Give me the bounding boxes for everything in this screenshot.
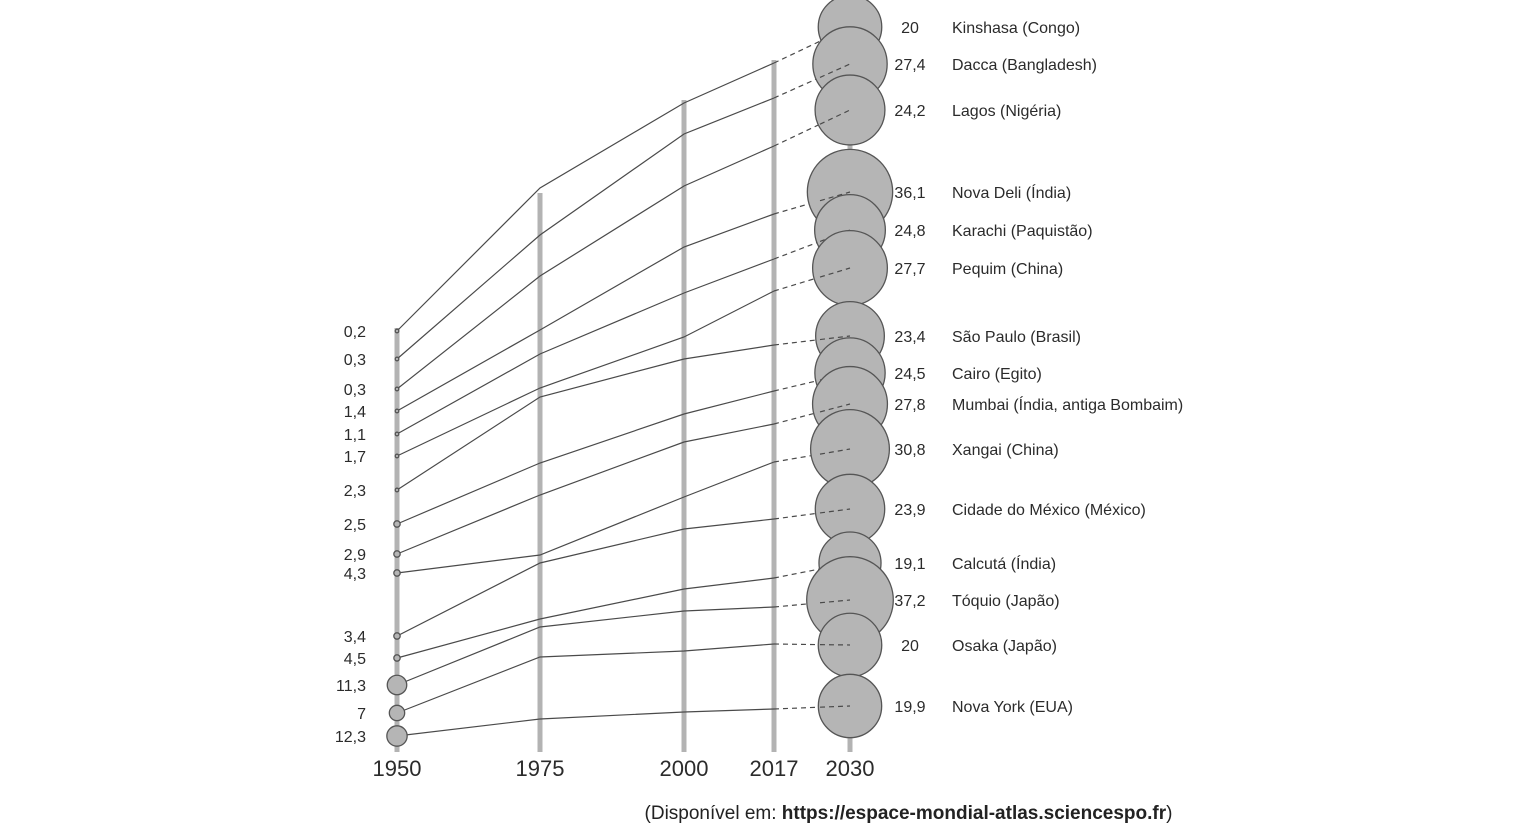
- city-name-sao-paulo-brasil: São Paulo (Brasil): [952, 329, 1081, 346]
- source-note: (Disponível em: https://espace-mondial-a…: [0, 803, 1515, 825]
- marker-1950-nova-deli-india: [394, 408, 400, 414]
- value-1950-cairo-egito: 2,5: [344, 517, 366, 534]
- value-2030-osaka-japao: 20: [901, 638, 919, 655]
- city-name-cidade-do-mexico-mexico: Cidade do México (México): [952, 502, 1146, 519]
- value-2030-calcuta-india: 19,1: [894, 556, 925, 573]
- value-2030-nova-york-eua: 19,9: [894, 699, 925, 716]
- value-1950-calcuta-india: 4,5: [344, 651, 366, 668]
- marker-1950-mumbai-india-antiga-bombaim: [393, 550, 401, 558]
- city-name-osaka-japao: Osaka (Japão): [952, 638, 1057, 655]
- value-1950-toquio-japao: 11,3: [336, 678, 366, 695]
- city-name-cairo-egito: Cairo (Egito): [952, 366, 1042, 383]
- series-line-cidade-do-mexico-mexico: [396, 518, 775, 637]
- city-name-pequim-china: Pequim (China): [952, 261, 1063, 278]
- value-1950-mumbai-india-antiga-bombaim: 2,9: [344, 547, 366, 564]
- year-label-1950: 1950: [373, 756, 422, 781]
- marker-1950-cairo-egito: [393, 520, 401, 528]
- series-line-toquio-japao: [396, 606, 775, 686]
- value-2030-cidade-do-mexico-mexico: 23,9: [894, 502, 925, 519]
- city-name-xangai-china: Xangai (China): [952, 442, 1059, 459]
- value-1950-karachi-paquistao: 1,1: [344, 427, 366, 444]
- value-2030-pequim-china: 27,7: [894, 261, 925, 278]
- value-2030-xangai-china: 30,8: [894, 442, 925, 459]
- value-2030-nova-deli-india: 36,1: [894, 185, 925, 202]
- city-name-nova-deli-india: Nova Deli (Índia): [952, 183, 1071, 202]
- series-line-nova-deli-india: [396, 213, 775, 412]
- series-lines: [396, 26, 851, 737]
- series-line-osaka-japao: [396, 643, 775, 714]
- value-1950-nova-deli-india: 1,4: [344, 404, 366, 421]
- series-line-pequim-china: [396, 290, 775, 457]
- bubbles-layer: [386, 0, 894, 747]
- series-line-mumbai-india-antiga-bombaim: [396, 423, 775, 555]
- marker-1950-pequim-china: [394, 453, 400, 459]
- year-label-2000: 2000: [660, 756, 709, 781]
- value-2030-toquio-japao: 37,2: [894, 593, 925, 610]
- marker-1950-calcuta-india: [393, 654, 401, 662]
- marker-1950-xangai-china: [393, 569, 401, 577]
- value-1950-lagos-nigeria: 0,3: [344, 382, 366, 399]
- series-line-nova-york-eua: [396, 708, 775, 737]
- value-2030-lagos-nigeria: 24,2: [894, 103, 925, 120]
- marker-1950-toquio-japao: [386, 674, 408, 696]
- marker-1950-sao-paulo-brasil: [394, 487, 400, 493]
- series-line-calcuta-india: [396, 577, 775, 659]
- series-line-dacca-bangladesh: [396, 97, 775, 360]
- value-2030-dacca-bangladesh: 27,4: [894, 57, 925, 74]
- value-2030-karachi-paquistao: 24,8: [894, 223, 925, 240]
- city-name-mumbai-india-antiga-bombaim: Mumbai (Índia, antiga Bombaim): [952, 395, 1183, 414]
- value-1950-cidade-do-mexico-mexico: 3,4: [344, 629, 366, 646]
- value-1950-pequim-china: 1,7: [344, 449, 366, 466]
- value-1950-nova-york-eua: 12,3: [335, 729, 366, 746]
- series-line-sao-paulo-brasil: [396, 344, 775, 491]
- city-name-toquio-japao: Tóquio (Japão): [952, 593, 1060, 610]
- value-1950-sao-paulo-brasil: 2,3: [344, 483, 366, 500]
- value-1950-osaka-japao: 7: [357, 706, 366, 723]
- city-name-calcuta-india: Calcutá (Índia): [952, 554, 1056, 573]
- value-1950-kinshasa-congo: 0,2: [344, 324, 366, 341]
- projection-overlay-dacca-bangladesh: [819, 63, 851, 78]
- value-2030-mumbai-india-antiga-bombaim: 27,8: [894, 397, 925, 414]
- year-label-2030: 2030: [826, 756, 875, 781]
- year-axes: [394, 14, 853, 752]
- series-line-lagos-nigeria: [396, 145, 775, 390]
- projection-line-dacca-bangladesh: [773, 63, 851, 99]
- bubble-2030-lagos-nigeria: [814, 74, 886, 146]
- labels-layer: 1950 1975 2000 2017 2030 0,2 20 Kinshasa (Congo…: [335, 20, 1183, 781]
- marker-1950-lagos-nigeria: [394, 386, 400, 392]
- source-url: https://espace-mondial-atlas.sciencespo.…: [781, 803, 1167, 824]
- series-line-cairo-egito: [396, 390, 775, 525]
- series-line-kinshasa-congo: [396, 62, 775, 332]
- series-line-xangai-china: [396, 461, 775, 574]
- value-2030-cairo-egito: 24,5: [894, 366, 925, 383]
- marker-1950-nova-york-eua: [386, 725, 408, 747]
- series-line-karachi-paquistao: [396, 258, 775, 435]
- value-2030-kinshasa-congo: 20: [901, 20, 919, 37]
- year-label-2017: 2017: [750, 756, 799, 781]
- projection-overlay-lagos-nigeria: [819, 109, 851, 125]
- city-name-nova-york-eua: Nova York (EUA): [952, 699, 1073, 716]
- city-name-lagos-nigeria: Lagos (Nigéria): [952, 103, 1061, 120]
- city-name-kinshasa-congo: Kinshasa (Congo): [952, 20, 1080, 37]
- marker-1950-kinshasa-congo: [394, 328, 400, 334]
- city-name-dacca-bangladesh: Dacca (Bangladesh): [952, 57, 1097, 74]
- year-label-1975: 1975: [516, 756, 565, 781]
- city-name-karachi-paquistao: Karachi (Paquistão): [952, 223, 1093, 240]
- marker-1950-karachi-paquistao: [394, 431, 400, 437]
- source-prefix: (Disponível em:: [644, 803, 782, 824]
- source-suffix: ): [1166, 803, 1173, 824]
- marker-1950-osaka-japao: [388, 704, 406, 722]
- marker-1950-dacca-bangladesh: [394, 356, 400, 362]
- value-1950-dacca-bangladesh: 0,3: [344, 352, 366, 369]
- value-2030-sao-paulo-brasil: 23,4: [894, 329, 925, 346]
- marker-1950-cidade-do-mexico-mexico: [393, 632, 401, 640]
- value-1950-xangai-china: 4,3: [344, 566, 366, 583]
